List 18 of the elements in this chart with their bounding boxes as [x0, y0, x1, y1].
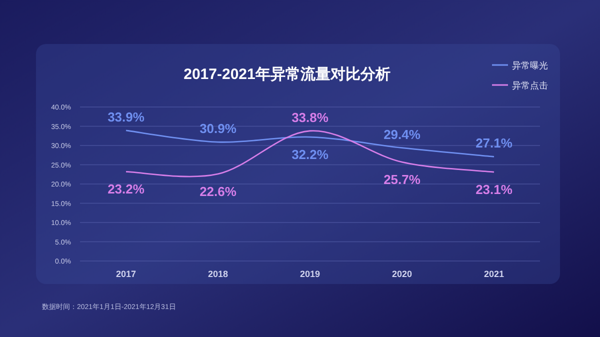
- data-label: 27.1%: [476, 136, 513, 151]
- legend-label: 异常点击: [512, 80, 548, 90]
- data-label: 25.7%: [384, 172, 421, 188]
- x-tick-label: 2017: [116, 269, 136, 279]
- data-label: 23.1%: [476, 182, 513, 198]
- chart-title: 2017-2021年异常流量对比分析: [184, 65, 390, 83]
- x-tick-label: 2018: [208, 269, 228, 279]
- data-label: 30.9%: [200, 121, 237, 136]
- data-label: 32.2%: [292, 147, 329, 162]
- data-label: 33.8%: [292, 110, 329, 125]
- x-tick-label: 2019: [300, 269, 320, 279]
- data-label: 33.9%: [108, 109, 145, 124]
- data-label: 23.2%: [108, 182, 145, 197]
- x-tick-label: 2020: [392, 269, 412, 279]
- data-label: 29.4%: [384, 126, 421, 142]
- legend-label: 异常曝光: [512, 60, 548, 70]
- data-label: 22.6%: [200, 184, 237, 199]
- x-tick-label: 2021: [484, 269, 504, 279]
